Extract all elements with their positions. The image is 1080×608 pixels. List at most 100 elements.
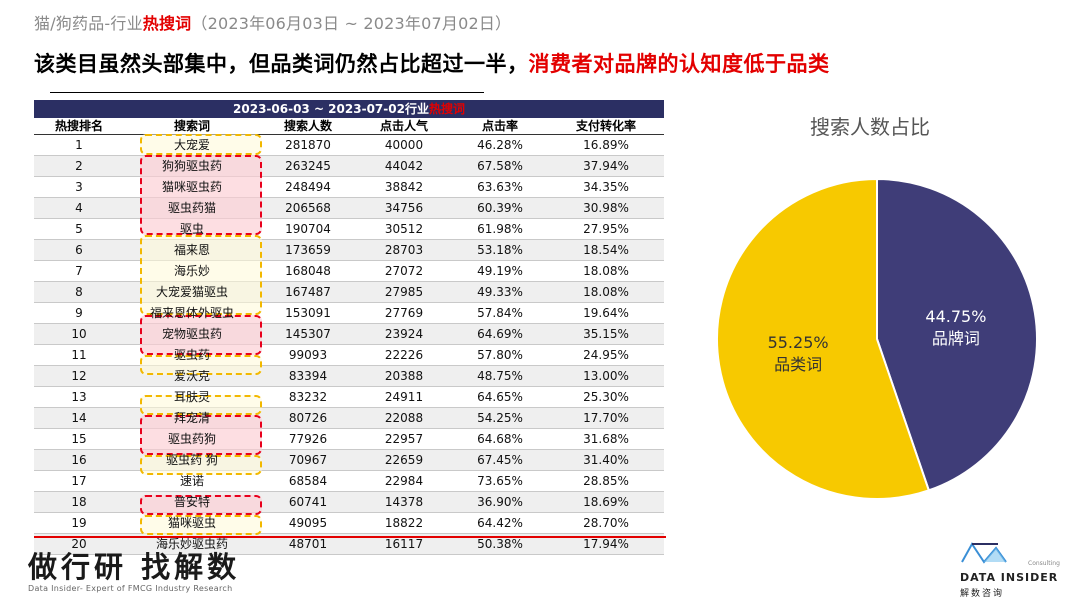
clicks-cell: 27985 <box>356 281 452 303</box>
rank-cell: 7 <box>34 260 124 282</box>
pie-slice-0 <box>876 177 1039 492</box>
keyword-text: 大宠爱猫驱虫 <box>155 285 228 299</box>
col-header-searchers: 搜索人数 <box>260 118 356 135</box>
table-row: 19 猫咪驱虫 49095 18822 64.42% 28.70% <box>34 512 664 534</box>
searchers-cell: 60741 <box>260 491 356 513</box>
rank-cell: 6 <box>34 239 124 261</box>
rank-cell: 19 <box>34 512 124 534</box>
searchers-cell: 206568 <box>260 197 356 219</box>
searchers-cell: 248494 <box>260 176 356 198</box>
conversion-cell: 31.40% <box>548 449 664 471</box>
col-header-conversion: 支付转化率 <box>548 118 664 135</box>
pie-slice-category-label: 品类词 <box>774 355 822 374</box>
ctr-cell: 67.45% <box>452 449 548 471</box>
table-row: 13 耳肤灵 83232 24911 64.65% 25.30% <box>34 386 664 408</box>
rank-cell: 12 <box>34 365 124 387</box>
keyword-text: 驱虫药 狗 <box>166 453 218 467</box>
conversion-cell: 17.70% <box>548 407 664 429</box>
table-row: 12 爱沃克 83394 20388 48.75% 13.00% <box>34 365 664 387</box>
keyword-text: 拜宠清 <box>173 411 210 425</box>
rank-cell: 15 <box>34 428 124 450</box>
conversion-cell: 16.89% <box>548 134 664 156</box>
title-date-range: （2023年06月03日 ~ 2023年07月02日） <box>191 14 512 33</box>
keyword-text: 猫咪驱虫药 <box>161 180 222 194</box>
table-row: 2 狗狗驱虫药 263245 44042 67.58% 37.94% <box>34 155 664 177</box>
table-row: 4 驱虫药猫 206568 34756 60.39% 30.98% <box>34 197 664 219</box>
table-row: 20 海乐妙驱虫药 48701 16117 50.38% 17.94% <box>34 533 664 555</box>
ctr-cell: 64.42% <box>452 512 548 534</box>
clicks-cell: 22226 <box>356 344 452 366</box>
pie-slice-value-label: 44.75% <box>925 307 986 326</box>
keyword-text: 猫咪驱虫 <box>167 516 216 530</box>
pie-slice-1 <box>716 177 931 500</box>
keyword-text: 海乐妙 <box>173 264 210 278</box>
title-prefix: 猫/狗药品-行业 <box>34 14 143 33</box>
table-banner: 2023-06-03 ~ 2023-07-02行业热搜词 <box>34 100 664 118</box>
col-header-rank: 热搜排名 <box>34 118 124 135</box>
ctr-cell: 73.65% <box>452 470 548 492</box>
keyword-text: 驱虫药 <box>173 348 210 362</box>
conversion-cell: 34.35% <box>548 176 664 198</box>
clicks-cell: 22984 <box>356 470 452 492</box>
table-banner-prefix: 2023-06-03 ~ 2023-07-02行业 <box>233 102 429 116</box>
keyword-text: 大宠爱 <box>173 138 210 152</box>
keyword-cell: 海乐妙驱虫药 <box>124 533 260 555</box>
rank-cell: 18 <box>34 491 124 513</box>
category-highlight-box <box>140 415 262 455</box>
footer-slogan: 做行研 找解数 <box>28 550 241 584</box>
clicks-cell: 27072 <box>356 260 452 282</box>
brand-highlight-box <box>140 355 262 375</box>
rank-cell: 9 <box>34 302 124 324</box>
conversion-cell: 27.95% <box>548 218 664 240</box>
rank-cell: 4 <box>34 197 124 219</box>
conversion-cell: 18.69% <box>548 491 664 513</box>
col-header-ctr: 点击率 <box>452 118 548 135</box>
searchers-cell: 68584 <box>260 470 356 492</box>
searchers-cell: 167487 <box>260 281 356 303</box>
ctr-cell: 61.98% <box>452 218 548 240</box>
conversion-cell: 31.68% <box>548 428 664 450</box>
searchers-cell: 48701 <box>260 533 356 555</box>
keyword-text: 驱虫药猫 <box>167 201 216 215</box>
table-row: 16 驱虫药 狗 70967 22659 67.45% 31.40% <box>34 449 664 471</box>
conversion-cell: 25.30% <box>548 386 664 408</box>
clicks-cell: 27769 <box>356 302 452 324</box>
ctr-cell: 36.90% <box>452 491 548 513</box>
clicks-cell: 24911 <box>356 386 452 408</box>
pie-slice-value-label: 55.25% <box>768 333 829 352</box>
table-row: 10 宠物驱虫药 145307 23924 64.69% 35.15% <box>34 323 664 345</box>
clicks-cell: 22088 <box>356 407 452 429</box>
conversion-cell: 13.00% <box>548 365 664 387</box>
keyword-text: 驱虫 <box>179 222 204 236</box>
clicks-cell: 18822 <box>356 512 452 534</box>
clicks-cell: 28703 <box>356 239 452 261</box>
conversion-cell: 37.94% <box>548 155 664 177</box>
ctr-cell: 64.69% <box>452 323 548 345</box>
rank-cell: 1 <box>34 134 124 156</box>
pie-slice-category-label: 品牌词 <box>932 329 980 348</box>
keyword-cell: 福来恩体外驱虫 <box>124 302 260 324</box>
pie-chart-title: 搜索人数占比 <box>810 115 930 139</box>
category-highlight-box <box>140 155 262 235</box>
rank-cell: 11 <box>34 344 124 366</box>
table-row: 5 驱虫 190704 30512 61.98% 27.95% <box>34 218 664 240</box>
logo-wordmark: DATA INSIDER <box>960 571 1059 584</box>
ctr-cell: 57.80% <box>452 344 548 366</box>
logo-consulting: Consulting <box>1028 560 1060 567</box>
rank-cell: 16 <box>34 449 124 471</box>
category-highlight-box <box>140 315 262 355</box>
searchers-cell: 168048 <box>260 260 356 282</box>
headline-main: 该类目虽然头部集中，但品类词仍然占比超过一半， <box>34 52 529 76</box>
rank-cell: 14 <box>34 407 124 429</box>
keyword-text: 耳肤灵 <box>173 390 210 404</box>
searchers-cell: 263245 <box>260 155 356 177</box>
conversion-cell: 30.98% <box>548 197 664 219</box>
rank-cell: 8 <box>34 281 124 303</box>
searchers-cell: 281870 <box>260 134 356 156</box>
table-row: 14 拜宠清 80726 22088 54.25% 17.70% <box>34 407 664 429</box>
searchers-cell: 99093 <box>260 344 356 366</box>
brand-highlight-box <box>140 235 262 315</box>
pie-chart: 44.75% 品牌词 55.25% 品类词 <box>716 177 1039 500</box>
rank-cell: 17 <box>34 470 124 492</box>
logo-chinese: 解数咨询 <box>960 589 1005 599</box>
